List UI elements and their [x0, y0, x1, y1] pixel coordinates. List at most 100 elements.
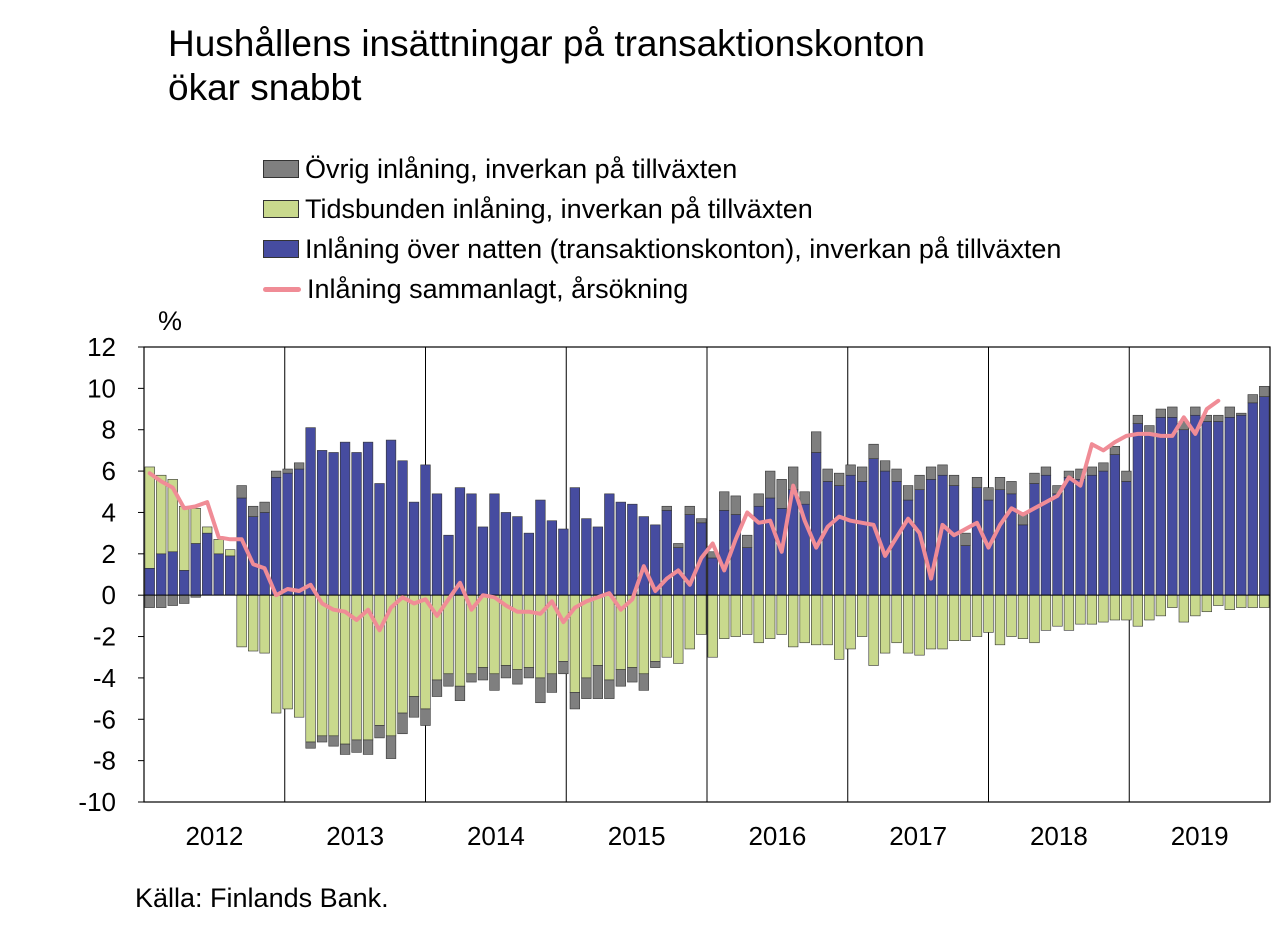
bar-segment	[213, 539, 224, 555]
bar-segment	[1109, 445, 1121, 455]
bar-segment	[914, 594, 925, 656]
bar-segment	[971, 476, 983, 488]
bar-segment	[489, 493, 500, 596]
y-tick-label: 0	[102, 580, 116, 610]
bar-segment	[948, 474, 960, 486]
bar-segment	[282, 594, 293, 710]
bar-segment	[822, 594, 833, 646]
bar-segment	[431, 493, 443, 596]
bar-segment	[845, 474, 856, 596]
bar-segment	[236, 594, 247, 648]
bar-segment	[408, 501, 420, 596]
bar-segment	[489, 594, 500, 675]
bar-segment	[156, 474, 167, 555]
bar-segment	[1017, 524, 1029, 596]
bar-segment	[834, 594, 845, 660]
bar-segment	[466, 493, 477, 596]
bar-segment	[879, 470, 891, 596]
bar-segment	[420, 708, 431, 726]
y-tick-label: 6	[102, 456, 116, 486]
x-tick-label: 2012	[185, 821, 243, 851]
bar-segment	[1190, 414, 1201, 596]
bar-segment	[523, 532, 535, 596]
bar-segment	[1236, 594, 1247, 608]
bar-segment	[374, 594, 385, 726]
bar-segment	[1155, 594, 1166, 617]
bar-segment	[673, 594, 684, 664]
bar-segment	[454, 487, 466, 596]
bar-segment	[190, 508, 201, 544]
bar-segment	[167, 551, 178, 596]
bar-segment	[374, 483, 385, 596]
bar-segment	[362, 739, 374, 755]
bar-segment	[994, 489, 1006, 596]
bar-segment	[512, 516, 523, 596]
bar-segment	[592, 526, 603, 596]
bar-segment	[259, 594, 270, 654]
bar-segment	[558, 594, 569, 662]
y-tick-label: -2	[93, 622, 116, 652]
bar-segment	[282, 472, 293, 596]
bar-segment	[799, 491, 810, 505]
y-tick-label: -8	[93, 746, 116, 776]
bar-segment	[1201, 421, 1212, 596]
legend-swatch-sammanlagt	[263, 286, 301, 292]
bar-segment	[339, 441, 351, 596]
bar-segment	[627, 667, 638, 683]
bar-segment	[971, 487, 983, 596]
bar-segment	[879, 460, 891, 472]
bar-segment	[523, 594, 535, 668]
bar-segment	[1201, 594, 1212, 613]
bar-segment	[902, 499, 914, 596]
legend-label-sammanlagt: Inlåning sammanlagt, årsökning	[307, 273, 689, 304]
bar-segment	[535, 499, 546, 596]
bar-segment	[811, 431, 822, 453]
bar-segment	[1155, 408, 1166, 418]
x-tick-label: 2013	[326, 821, 384, 851]
bar-segment	[190, 543, 201, 596]
bar-segment	[546, 520, 558, 596]
bar-segment	[1029, 472, 1040, 484]
bar-segment	[684, 505, 695, 515]
bar-segment	[512, 669, 523, 685]
bar-segment	[638, 594, 649, 675]
y-tick-label: 4	[102, 497, 116, 527]
bar-segment	[156, 594, 167, 608]
bar-segment	[397, 460, 408, 596]
y-axis-unit: %	[158, 306, 183, 336]
bar-segment	[776, 594, 787, 635]
bar-segment	[328, 735, 339, 747]
bar-segment	[765, 497, 776, 596]
bar-segment	[1098, 470, 1109, 596]
bar-segment	[1178, 429, 1189, 596]
bar-segment	[316, 735, 328, 743]
bar-segment	[1190, 594, 1201, 617]
x-tick-label: 2017	[889, 821, 947, 851]
bar-segment	[248, 594, 259, 652]
bar-segment	[202, 526, 213, 534]
bar-segment	[811, 452, 822, 596]
bar-segment	[569, 487, 580, 596]
bar-segment	[650, 661, 661, 668]
bar-segment	[707, 557, 718, 596]
bar-segment	[719, 594, 730, 639]
bar-segment	[696, 594, 707, 635]
bar-segment	[960, 594, 971, 641]
bar-segment	[144, 594, 155, 608]
bar-segment	[971, 594, 983, 637]
bar-segment	[1098, 594, 1109, 623]
bar-segment	[983, 594, 994, 633]
x-tick-label: 2016	[748, 821, 806, 851]
bar-segment	[167, 479, 178, 553]
bar-segment	[1132, 414, 1143, 424]
bar-segment	[144, 466, 155, 569]
bar-segment	[385, 735, 397, 759]
source-note: Källa: Finlands Bank.	[135, 883, 389, 913]
bar-segment	[1144, 594, 1155, 621]
bar-segment	[397, 594, 408, 714]
bar-segment	[1121, 470, 1132, 482]
bar-segment	[213, 553, 224, 596]
bar-segment	[753, 493, 764, 507]
legend-item-over-natten: Inlåning över natten (transaktionskonton…	[263, 230, 1061, 268]
bar-segment	[1006, 594, 1017, 637]
